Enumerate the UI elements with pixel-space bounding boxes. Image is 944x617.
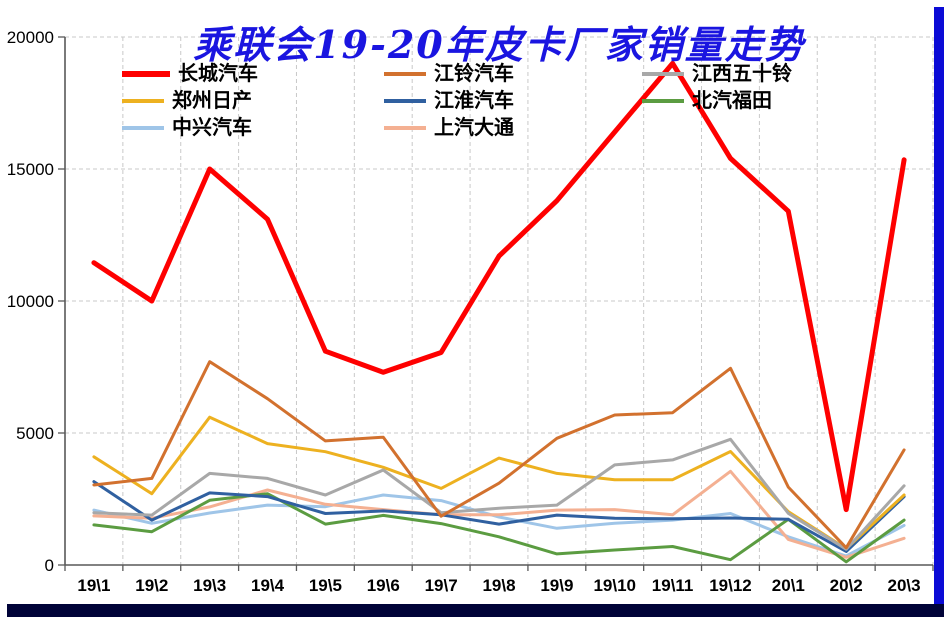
x-axis-label: 19\6 xyxy=(367,576,400,595)
series-line-长城汽车 xyxy=(91,60,907,513)
legend-line-swatch xyxy=(122,70,170,77)
legend-label: 江铃汽车 xyxy=(434,62,514,85)
window-edge-right xyxy=(934,7,944,617)
x-axis-label: 19\12 xyxy=(709,576,752,595)
series-line-北汽福田 xyxy=(92,492,906,564)
legend-label: 江西五十铃 xyxy=(692,62,792,85)
series-line-江铃汽车 xyxy=(92,360,906,550)
legend-line-swatch xyxy=(122,98,164,103)
x-axis-label: 19\2 xyxy=(135,576,168,595)
legend-row: 中兴汽车 上汽大通 xyxy=(122,114,872,141)
x-axis-label: 19\1 xyxy=(77,576,110,595)
chart-area: 0 5000 10000 15000 20000 19\1 19\2 19\3 19\4 19\5… xyxy=(6,22,934,595)
legend-line-swatch xyxy=(384,125,426,130)
line-chart-canvas: 0 5000 10000 15000 20000 19\1 19\2 19\3 19\4 19\5… xyxy=(7,28,934,595)
legend-item-中兴汽车: 中兴汽车 xyxy=(122,118,384,138)
series-line-江淮汽车 xyxy=(92,480,906,553)
y-axis-label: 15000 xyxy=(7,160,54,179)
y-axis-label: 10000 xyxy=(7,292,54,311)
legend-label: 江淮汽车 xyxy=(434,89,514,112)
x-axis-label: 19\7 xyxy=(425,576,458,595)
x-axis-label: 19\5 xyxy=(309,576,342,595)
x-axis-label: 19\8 xyxy=(482,576,515,595)
window-edge-bottom xyxy=(7,604,944,617)
chart-title: 乘联会19-20年皮卡厂家销量走势 xyxy=(193,22,805,67)
legend-label: 郑州日产 xyxy=(172,89,252,112)
y-axis-label: 20000 xyxy=(7,28,54,47)
legend-line-swatch xyxy=(384,71,426,76)
x-axis-label: 20\1 xyxy=(772,576,805,595)
chart-legend: 长城汽车 江铃汽车 江西五十铃郑州日产 江淮汽车 北汽福田中兴汽车 上汽大通 xyxy=(122,60,872,141)
legend-line-swatch xyxy=(384,98,426,103)
legend-row: 长城汽车 江铃汽车 江西五十铃 xyxy=(122,60,872,87)
legend-line-swatch xyxy=(642,71,684,76)
x-axis-label: 19\10 xyxy=(593,576,636,595)
y-axis-label: 0 xyxy=(45,556,54,575)
legend-label: 北汽福田 xyxy=(692,89,772,112)
legend-line-swatch xyxy=(642,98,684,103)
x-axis-label: 20\3 xyxy=(888,576,921,595)
legend-item-上汽大通: 上汽大通 xyxy=(384,118,642,138)
legend-item-江淮汽车: 江淮汽车 xyxy=(384,91,642,111)
series-line-中兴汽车 xyxy=(92,493,906,558)
series-line-江西五十铃 xyxy=(92,437,906,551)
legend-item-长城汽车: 长城汽车 xyxy=(122,64,384,84)
legend-label: 上汽大通 xyxy=(434,116,514,139)
legend-label: 长城汽车 xyxy=(178,62,258,85)
legend-item-郑州日产: 郑州日产 xyxy=(122,91,384,111)
legend-line-swatch xyxy=(122,125,164,130)
legend-item-江铃汽车: 江铃汽车 xyxy=(384,64,642,84)
series-line-郑州日产 xyxy=(92,415,906,551)
series-line-上汽大通 xyxy=(92,469,906,559)
x-axis-label: 19\9 xyxy=(540,576,573,595)
legend-item-江西五十铃: 江西五十铃 xyxy=(642,64,872,84)
legend-row: 郑州日产 江淮汽车 北汽福田 xyxy=(122,87,872,114)
x-axis-label: 20\2 xyxy=(830,576,863,595)
legend-label: 中兴汽车 xyxy=(172,116,252,139)
x-axis-label: 19\4 xyxy=(251,576,285,595)
legend-item-北汽福田: 北汽福田 xyxy=(642,91,872,111)
y-axis-label: 5000 xyxy=(16,424,54,443)
x-axis-label: 19\11 xyxy=(652,576,694,595)
x-axis-label: 19\3 xyxy=(193,576,226,595)
